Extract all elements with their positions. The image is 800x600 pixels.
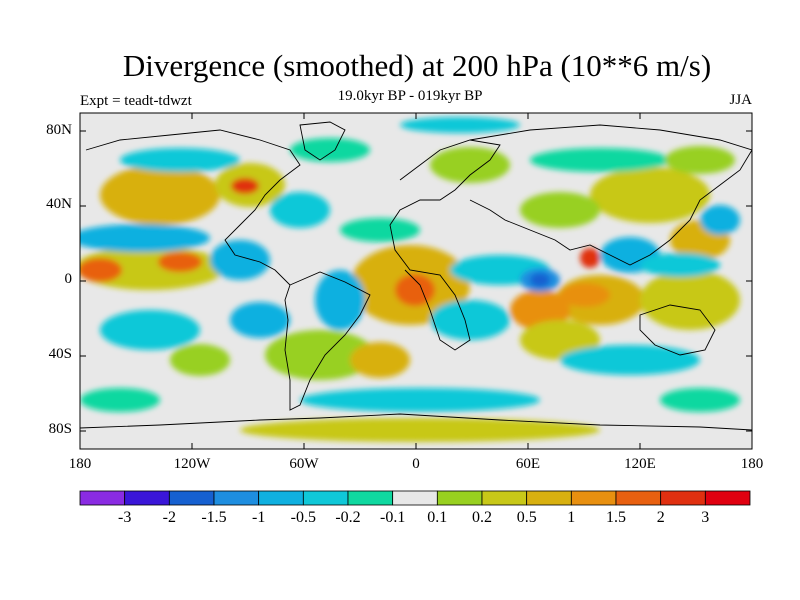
colorbar-label: 3: [701, 509, 710, 526]
colorbar-label: -0.2: [335, 509, 361, 526]
colorbar-swatch: [392, 490, 438, 506]
experiment-label: Expt = teadt-tdwzt: [80, 93, 192, 109]
colorbar-label: -3: [118, 509, 132, 526]
colorbar-swatch: [213, 490, 260, 506]
lon-label-120w: 120W: [173, 456, 211, 472]
colorbar-swatch: [436, 490, 483, 506]
axis-ticks: [80, 113, 752, 449]
colorbar-label: -1.5: [201, 509, 227, 526]
colorbar-label: -1: [252, 509, 266, 526]
lat-label-40n: 40N: [46, 196, 72, 212]
colorbar-swatch: [615, 490, 662, 506]
colorbar-swatch: [526, 490, 572, 506]
lat-label-80n: 80N: [46, 122, 72, 138]
colorbar-swatch: [481, 490, 528, 506]
colorbar-label: 2: [656, 509, 665, 526]
lat-label-40s: 40S: [48, 346, 72, 362]
lon-label-0: 0: [412, 456, 420, 472]
lon-label-60w: 60W: [289, 456, 319, 472]
colorbar-label: 0.2: [472, 509, 492, 526]
lon-label-180w: 180: [68, 456, 92, 472]
colorbar-swatch: [124, 490, 170, 506]
colorbar-swatch: [79, 490, 126, 506]
colorbar-label: 0.5: [516, 509, 537, 526]
colorbar-swatch: [704, 490, 751, 506]
colorbar-swatch: [168, 490, 215, 506]
chart-title: Divergence (smoothed) at 200 hPa (10**6 …: [122, 48, 712, 83]
colorbar-label: 0.1: [427, 509, 448, 526]
colorbar-label: -2: [162, 509, 176, 526]
colorbar-swatch: [570, 490, 617, 506]
colorbar-label: 1: [567, 509, 576, 526]
colorbar-label: -0.5: [290, 509, 316, 526]
colorbar-swatch: [302, 490, 349, 506]
colorbar-swatch: [258, 490, 304, 506]
divergence-field: [80, 117, 740, 442]
lon-label-120e: 120E: [624, 456, 656, 472]
lat-label-80s: 80S: [48, 421, 72, 437]
colorbar-label: -0.1: [380, 509, 406, 526]
colorbar: [79, 490, 751, 506]
colorbar-label: 1.5: [606, 509, 626, 526]
colorbar-swatch: [347, 490, 394, 506]
season-label: JJA: [729, 92, 752, 108]
colorbar-swatch: [660, 490, 706, 506]
lat-label-0: 0: [64, 271, 73, 287]
chart-subtitle: 19.0kyr BP - 019kyr BP: [337, 88, 483, 104]
lon-label-180e: 180: [740, 456, 764, 472]
coastlines: [80, 121, 752, 431]
lon-label-60e: 60E: [515, 456, 541, 472]
